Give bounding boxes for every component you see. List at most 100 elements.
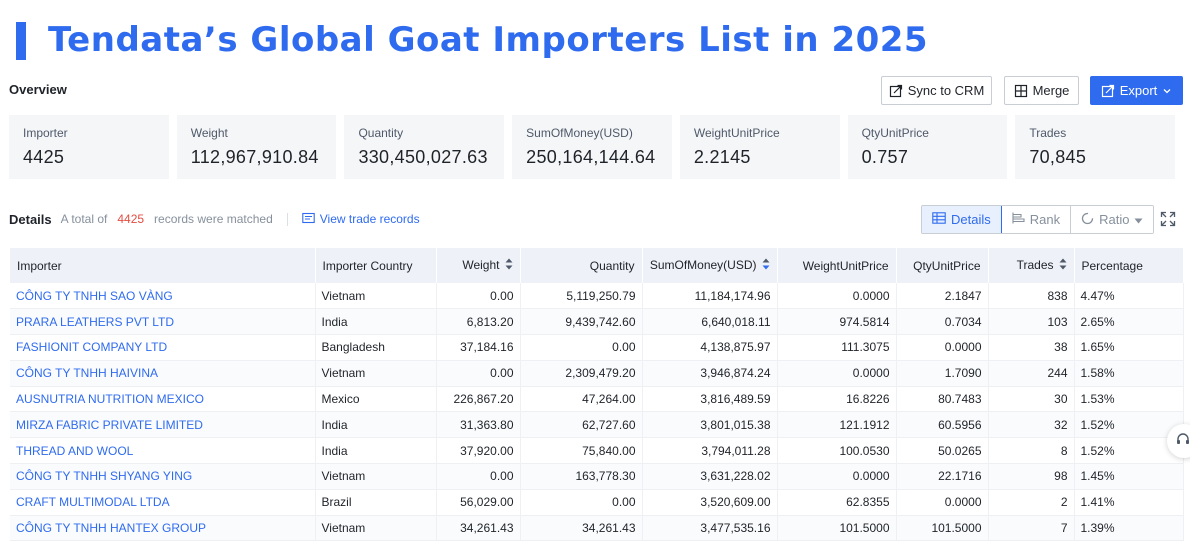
- merge-button[interactable]: Merge: [1004, 76, 1079, 105]
- cell-percentage: 1.52%: [1074, 411, 1184, 439]
- table-row: CÔNG TY TNHH SHYANG YING Vietnam 0.00 163,7…: [10, 463, 1184, 490]
- cell-quantity: 0.00: [520, 334, 643, 361]
- sort-icon[interactable]: [1059, 258, 1067, 273]
- sync-icon: [889, 84, 903, 98]
- records-icon: [302, 212, 315, 227]
- headset-icon: [1175, 431, 1190, 452]
- cell-quantity: 75,840.00: [520, 437, 643, 465]
- cell-weight-unit-price: 121.1912: [777, 411, 897, 439]
- cell-weight-unit-price: 974.5814: [777, 308, 897, 336]
- cell-quantity: 34,261.43: [520, 515, 643, 542]
- cell-country: India: [315, 308, 437, 336]
- stat-value: 0.757: [861, 147, 909, 167]
- page-title: Tendata’s Global Goat Importers List in …: [48, 20, 929, 60]
- cell-trades: 32: [988, 411, 1075, 439]
- importer-link[interactable]: CÔNG TY TNHH HAIVINA: [10, 360, 316, 387]
- stat-value: 250,164,144.64: [526, 147, 656, 167]
- cell-country: Brazil: [315, 489, 437, 516]
- column-header-weight[interactable]: Weight: [436, 248, 521, 283]
- cell-sum-of-money: 3,816,489.59: [642, 386, 778, 413]
- cell-country: Mexico: [315, 386, 437, 413]
- cell-country: Vietnam: [315, 283, 437, 310]
- cell-sum-of-money: 3,801,015.38: [642, 411, 778, 439]
- sort-descending-icon[interactable]: [762, 258, 770, 273]
- tab-ratio[interactable]: Ratio: [1070, 206, 1154, 233]
- sync-to-crm-button[interactable]: Sync to CRM: [881, 76, 992, 105]
- stat-value: 70,845: [1029, 147, 1087, 167]
- importer-link[interactable]: PRARA LEATHERS PVT LTD: [10, 308, 316, 336]
- stat-value: 112,967,910.84: [190, 147, 319, 167]
- importer-link[interactable]: MIRZA FABRIC PRIVATE LIMITED: [10, 411, 316, 439]
- cell-quantity: 5,119,250.79: [520, 283, 643, 310]
- cell-percentage: 4.47%: [1074, 283, 1184, 310]
- stat-value: 2.2145: [693, 147, 751, 167]
- table-row: CÔNG TY TNHH HANTEX GROUP Vietnam 34,261.4…: [10, 515, 1184, 542]
- customer-support-button[interactable]: [1167, 424, 1190, 458]
- cell-trades: 8: [988, 437, 1075, 465]
- cell-weight: 0.00: [436, 283, 521, 310]
- tab-ratio-label: Ratio: [1099, 212, 1130, 227]
- stat-label: Weight: [190, 126, 228, 140]
- tab-rank[interactable]: Rank: [1000, 206, 1071, 233]
- cell-qty-unit-price: 2.1847: [896, 283, 989, 310]
- cell-trades: 38: [988, 334, 1075, 361]
- importer-link[interactable]: CRAFT MULTIMODAL LTDA: [10, 489, 316, 516]
- trades-header-label: Trades: [1016, 257, 1054, 272]
- export-label: Export: [1119, 83, 1158, 98]
- cell-weight-unit-price: 100.0530: [777, 437, 897, 465]
- fullscreen-expand-icon[interactable]: [1160, 211, 1176, 232]
- details-bar: Details A total of 4425 records were mat…: [9, 208, 1185, 230]
- export-icon: [1101, 84, 1115, 98]
- export-button[interactable]: Export: [1090, 76, 1183, 105]
- cell-percentage: 1.41%: [1074, 489, 1184, 516]
- stat-label: QtyUnitPrice: [861, 126, 929, 140]
- importer-link[interactable]: CÔNG TY TNHH SAO VÀNG: [10, 283, 316, 310]
- column-header-quantity: Quantity: [520, 248, 643, 283]
- cell-weight: 37,920.00: [436, 437, 521, 465]
- cell-weight: 34,261.43: [436, 515, 521, 542]
- importer-link[interactable]: CÔNG TY TNHH HANTEX GROUP: [10, 515, 316, 542]
- cell-qty-unit-price: 50.0265: [896, 437, 989, 465]
- sort-icon[interactable]: [505, 258, 513, 273]
- column-header-country: Importer Country: [315, 248, 437, 283]
- importer-link[interactable]: FASHIONIT COMPANY LTD: [10, 334, 316, 361]
- stat-label: SumOfMoney(USD): [526, 126, 633, 140]
- table-row: CÔNG TY TNHH SAO VÀNG Vietnam 0.00 5,119,25…: [10, 283, 1184, 310]
- tab-details[interactable]: Details: [922, 206, 1002, 233]
- cell-weight: 226,867.20: [436, 386, 521, 413]
- merge-label: Merge: [1032, 83, 1070, 98]
- importer-link[interactable]: CÔNG TY TNHH SHYANG YING: [10, 463, 316, 490]
- cell-sum-of-money: 11,184,174.96: [642, 283, 778, 310]
- table-row: CÔNG TY TNHH HAIVINA Vietnam 0.00 2,309,479…: [10, 360, 1184, 387]
- cell-weight-unit-price: 0.0000: [777, 283, 897, 310]
- cell-weight: 56,029.00: [436, 489, 521, 516]
- cell-quantity: 163,778.30: [520, 463, 643, 490]
- stat-qty-unit-price: QtyUnitPrice 0.757: [847, 115, 1008, 179]
- cell-trades: 7: [988, 515, 1075, 542]
- table-row: PRARA LEATHERS PVT LTD India 6,813.20 9,439…: [10, 308, 1184, 336]
- importer-link[interactable]: AUSNUTRIA NUTRITION MEXICO: [10, 386, 316, 413]
- importer-link[interactable]: THREAD AND WOOL: [10, 437, 316, 465]
- column-header-percentage: Percentage: [1074, 248, 1184, 283]
- cell-percentage: 1.58%: [1074, 360, 1184, 387]
- table-row: FASHIONIT COMPANY LTD Bangladesh 37,184.16…: [10, 334, 1184, 361]
- cell-sum-of-money: 3,477,535.16: [642, 515, 778, 542]
- cell-weight-unit-price: 62.8355: [777, 489, 897, 516]
- column-header-trades[interactable]: Trades: [988, 248, 1075, 283]
- column-header-sum-of-money[interactable]: SumOfMoney(USD): [642, 248, 778, 283]
- cell-weight: 6,813.20: [436, 308, 521, 336]
- view-mode-tabs: Details Rank Ratio: [921, 205, 1155, 234]
- cell-country: India: [315, 437, 437, 465]
- column-header-qty-unit-price: QtyUnitPrice: [896, 248, 989, 283]
- cell-sum-of-money: 3,520,609.00: [642, 489, 778, 516]
- cell-quantity: 0.00: [520, 489, 643, 516]
- cell-weight-unit-price: 0.0000: [777, 360, 897, 387]
- cell-quantity: 62,727.60: [520, 411, 643, 439]
- cell-country: Vietnam: [315, 360, 437, 387]
- stat-label: WeightUnitPrice: [693, 126, 780, 140]
- cell-qty-unit-price: 0.0000: [896, 334, 989, 361]
- overview-stats: Importer 4425 Weight 112,967,910.84 Quan…: [9, 115, 1176, 179]
- importers-table: Importer Importer Country Weight Quantit…: [10, 248, 1184, 542]
- view-trade-records-link[interactable]: View trade records: [302, 212, 420, 227]
- cell-trades: 98: [988, 463, 1075, 490]
